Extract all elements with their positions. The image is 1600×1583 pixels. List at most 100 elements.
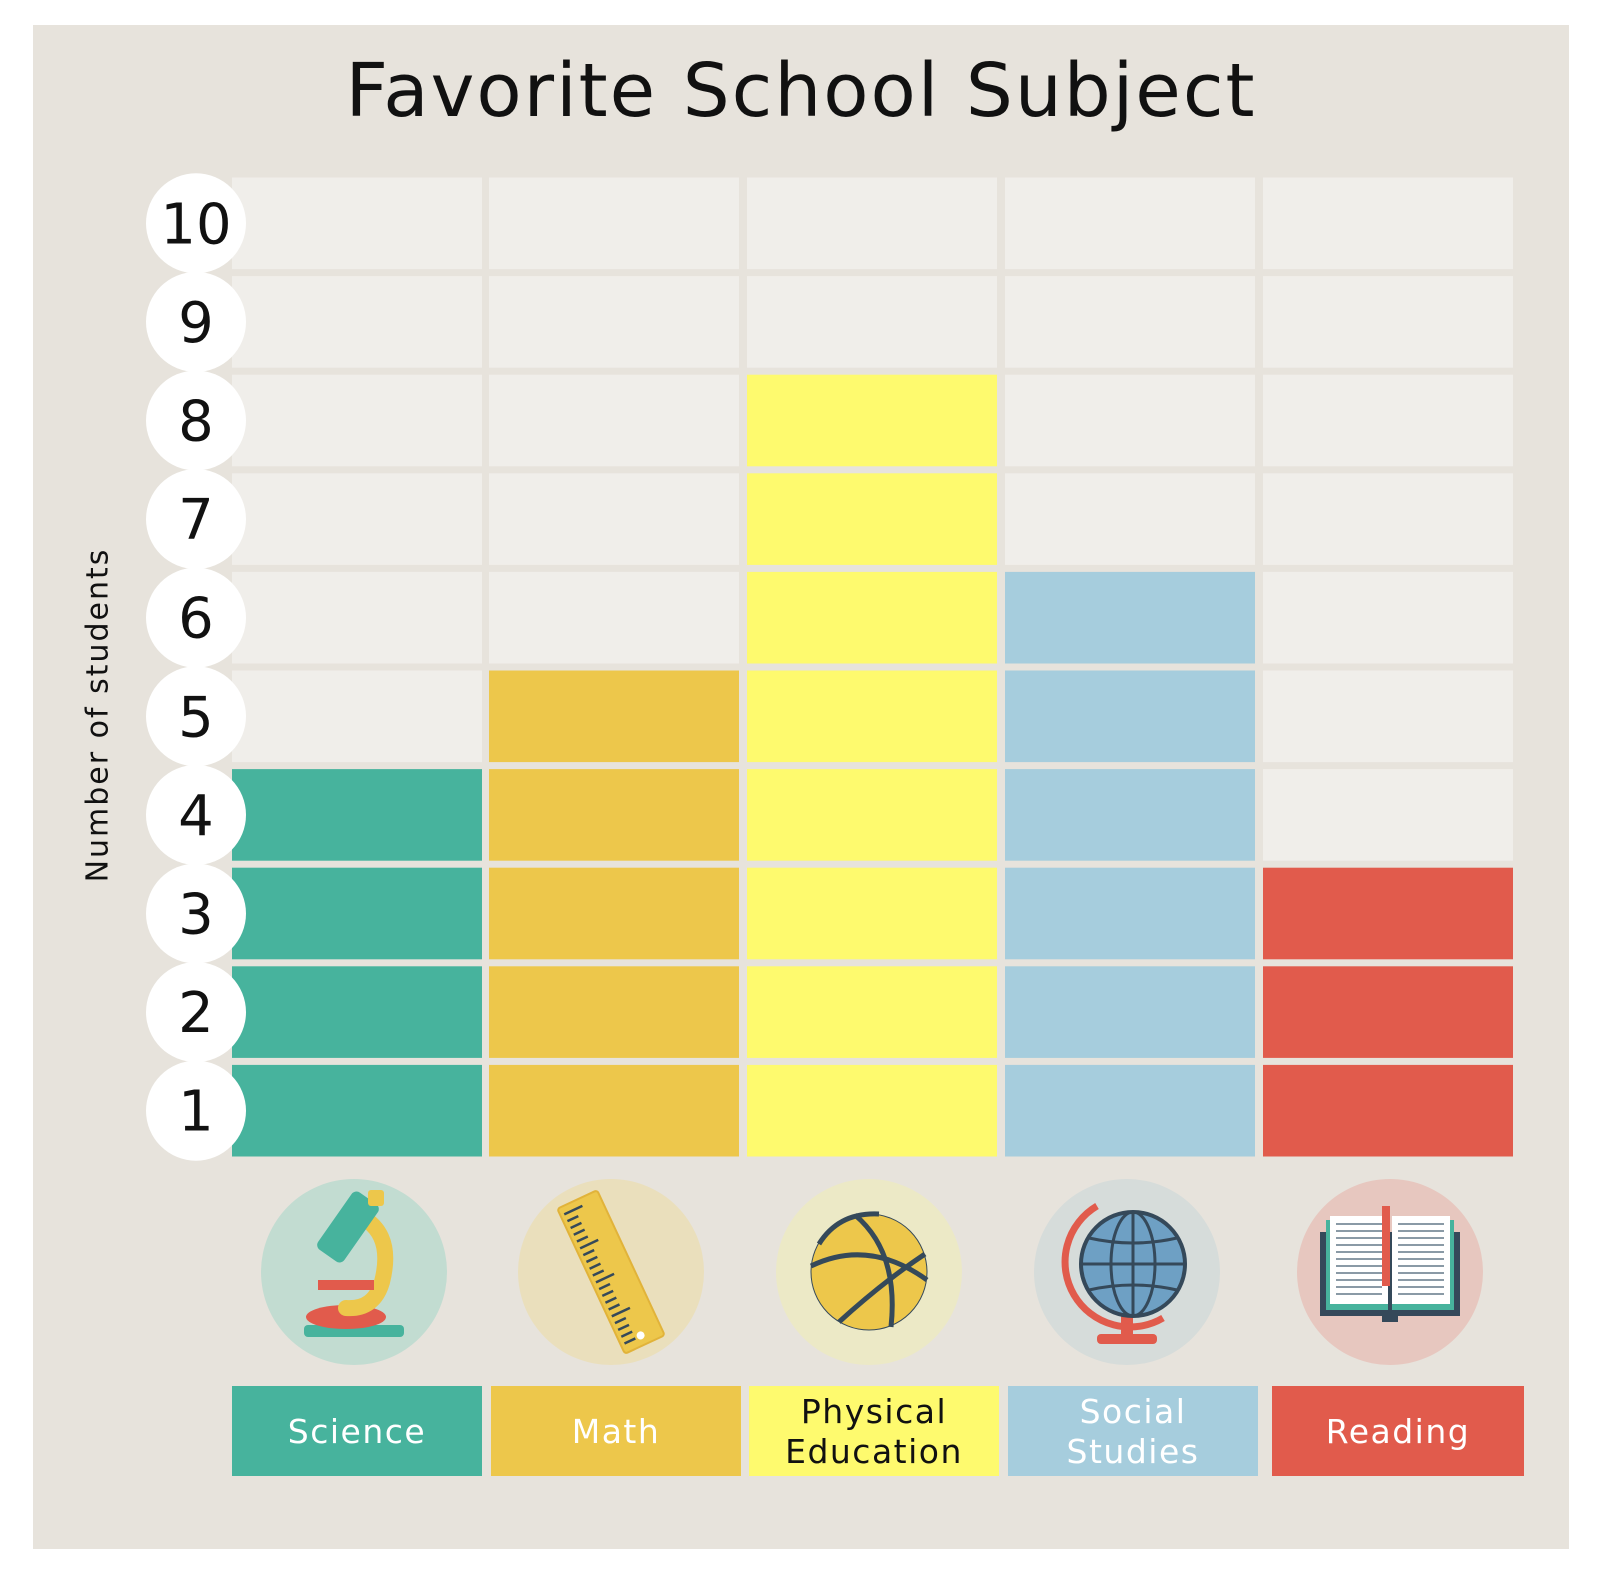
bar-cell-filled: [747, 571, 997, 664]
y-tick-2: 2: [146, 962, 246, 1063]
y-tick-4: 4: [146, 764, 246, 865]
bar-cell-empty: [1005, 276, 1255, 368]
bar-cell-filled: [747, 769, 997, 861]
category-label-text: Physical: [801, 1392, 947, 1431]
globe-icon: [1034, 1179, 1220, 1365]
category-label-reading: Reading: [1272, 1386, 1524, 1476]
bar-cell-empty: [232, 374, 482, 467]
bar-cell-filled: [489, 1064, 739, 1157]
bar-cell-filled: [1005, 1064, 1255, 1157]
tick-label: 7: [178, 488, 214, 553]
y-tick-6: 6: [146, 567, 246, 668]
bar-cell-filled: [747, 867, 997, 960]
grid-cells: [232, 177, 1513, 1157]
bar-cell-filled: [232, 769, 482, 861]
microscope-icon: [261, 1179, 447, 1365]
bar-cell-empty: [489, 374, 739, 467]
ruler-icon: [518, 1179, 704, 1365]
bar-cell-empty: [232, 571, 482, 664]
y-tick-3: 3: [146, 863, 246, 964]
tick-circle: [146, 863, 246, 964]
bar-cell-empty: [1263, 571, 1513, 664]
bar-cell-empty: [1005, 473, 1255, 565]
chart-title: Favorite School Subject: [345, 48, 1257, 134]
bar-cell-filled: [1005, 670, 1255, 763]
y-tick-10: 10: [146, 173, 246, 274]
bar-cell-empty: [1005, 177, 1255, 270]
bar-cell-empty: [489, 177, 739, 270]
bar-reading: [1263, 177, 1513, 1157]
bar-cell-filled: [747, 1064, 997, 1157]
bar-cell-empty: [1263, 374, 1513, 467]
bar-cell-filled: [1005, 966, 1255, 1058]
bar-cell-filled: [232, 1064, 482, 1157]
category-label-science: Science: [232, 1386, 482, 1476]
bar-cell-empty: [1263, 276, 1513, 368]
category-icons: [261, 1179, 1483, 1365]
y-tick-5: 5: [146, 666, 246, 767]
tick-label: 8: [178, 390, 214, 455]
tick-circle: [146, 469, 246, 570]
category-label-text: Social: [1080, 1392, 1187, 1431]
bar-cell-filled: [747, 374, 997, 467]
bar-math: [489, 177, 739, 1157]
tick-label: 6: [178, 587, 214, 652]
bar-cell-filled: [1005, 867, 1255, 960]
tick-circle: [146, 666, 246, 767]
basketball-icon: [776, 1179, 962, 1365]
open-book-icon: [1297, 1179, 1483, 1365]
category-label-text: Math: [572, 1412, 661, 1451]
category-label-text: Studies: [1067, 1432, 1200, 1471]
label-box: [1008, 1386, 1258, 1476]
bar-cell-filled: [1263, 867, 1513, 960]
y-axis-ticks: 1 2 3 4 5 6 7 8 9 10: [146, 173, 246, 1161]
tick-label: 10: [160, 192, 231, 257]
bar-cell-empty: [1263, 670, 1513, 763]
bar-cell-empty: [232, 276, 482, 368]
tick-label: 4: [178, 784, 214, 849]
bar-cell-empty: [489, 276, 739, 368]
bar-cell-filled: [489, 769, 739, 861]
bar-science: [232, 177, 482, 1157]
bar-cell-filled: [747, 670, 997, 763]
bar-cell-filled: [747, 473, 997, 565]
category-label-text: Science: [288, 1412, 426, 1451]
bar-cell-filled: [489, 867, 739, 960]
bar-cell-empty: [232, 177, 482, 270]
bar-cell-filled: [1263, 1064, 1513, 1157]
category-label-text: Education: [785, 1432, 963, 1471]
bar-cell-empty: [747, 276, 997, 368]
bar-cell-filled: [232, 867, 482, 960]
bar-cell-empty: [489, 473, 739, 565]
tick-circle: [146, 567, 246, 668]
y-tick-9: 9: [146, 271, 246, 372]
bar-cell-empty: [1263, 473, 1513, 565]
tick-label: 1: [178, 1080, 214, 1145]
category-label-text: Reading: [1326, 1412, 1470, 1451]
bar-cell-empty: [232, 670, 482, 763]
tick-label: 5: [178, 685, 214, 750]
label-box: [491, 1386, 741, 1476]
bar-cell-filled: [489, 670, 739, 763]
y-tick-1: 1: [146, 1060, 246, 1161]
bar-cell-empty: [232, 473, 482, 565]
bar-cell-empty: [1263, 769, 1513, 861]
y-tick-7: 7: [146, 469, 246, 570]
tick-label: 9: [178, 291, 214, 356]
label-box: [232, 1386, 482, 1476]
bar-cell-filled: [1005, 571, 1255, 664]
tick-circle: [146, 271, 246, 372]
tick-circle: [146, 962, 246, 1063]
y-tick-8: 8: [146, 370, 246, 471]
bar-physical-education: [747, 177, 997, 1157]
tick-label: 3: [178, 883, 214, 948]
bar-cell-filled: [1005, 769, 1255, 861]
bar-cell-filled: [489, 966, 739, 1058]
tick-circle: [146, 370, 246, 471]
bar-cell-empty: [1263, 177, 1513, 270]
tick-circle: [146, 173, 246, 274]
bar-cell-empty: [1005, 374, 1255, 467]
bar-cell-filled: [747, 966, 997, 1058]
